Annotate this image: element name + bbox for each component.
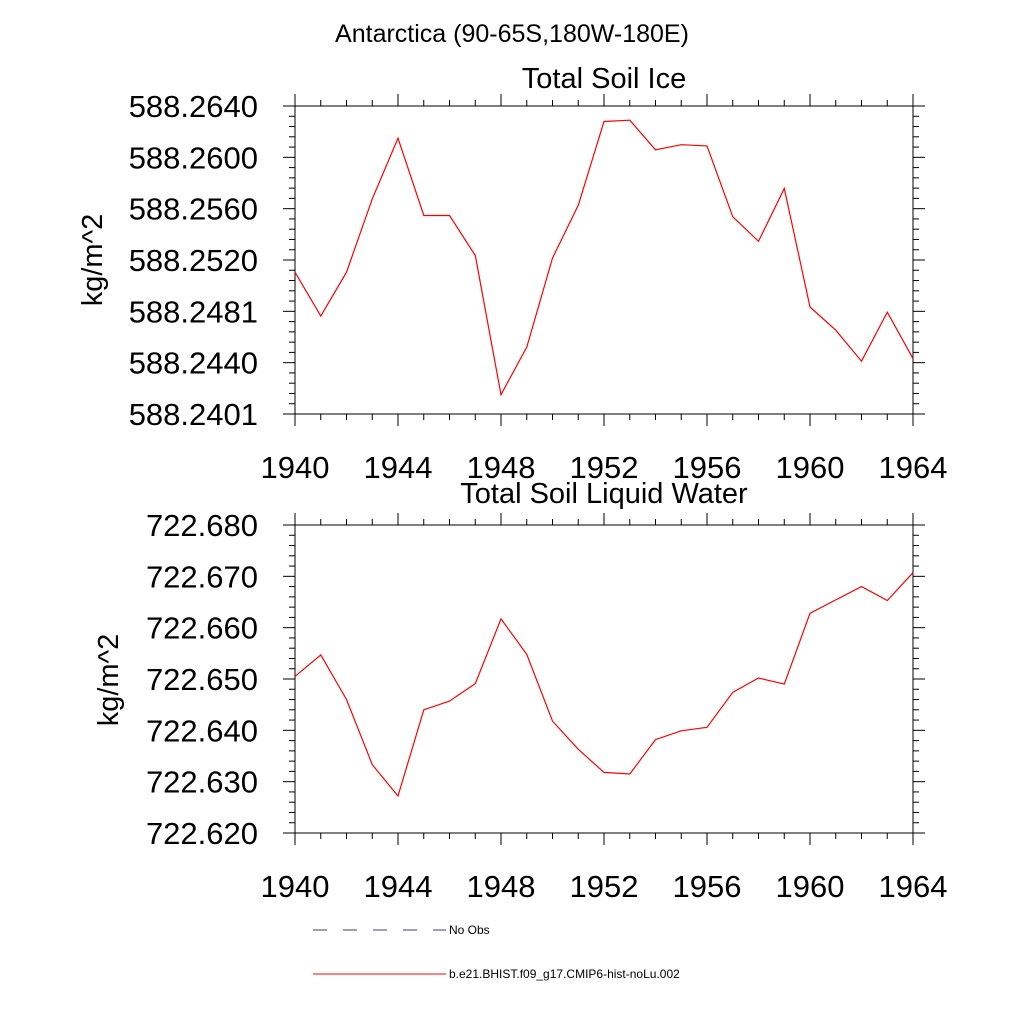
y-tick-label: 722.660 [146,611,258,646]
y-tick-label: 588.2600 [129,140,258,175]
x-tick-label: 1956 [673,869,742,904]
plot-frame [294,524,914,834]
x-tick-label: 1960 [776,450,845,485]
x-tick-label: 1948 [467,450,536,485]
y-tick-label: 588.2440 [129,346,258,381]
x-tick-label: 1956 [673,450,742,485]
x-tick-label: 1964 [879,450,948,485]
y-tick-label: 588.2560 [129,192,258,227]
y-tick-label: 722.640 [146,713,258,748]
region-title: Antarctica (90-65S,180W-180E) [335,20,689,48]
series-line [294,572,914,798]
y-tick-label: 722.650 [146,662,258,697]
x-tick-label: 1960 [776,869,845,904]
plot-frame [294,105,914,415]
x-tick-label: 1952 [570,450,639,485]
chart-title: Total Soil Liquid Water [460,478,748,510]
legend: No Obs b.e21.BHIST.f09_g17.CMIP6-hist-noL… [313,923,680,981]
x-tick-label: 1940 [261,869,330,904]
chart-panel-2: Total Soil Liquid Water kg/m^2 1940 1944 194… [93,478,947,904]
x-tick-label: 1940 [261,450,330,485]
x-tick-label: 1944 [364,450,433,485]
y-tick-label: 588.2520 [129,243,258,278]
y-axis-label: kg/m^2 [77,214,109,307]
legend-label-1: No Obs [449,923,490,937]
x-tick-label: 1952 [570,869,639,904]
y-tick-label: 722.630 [146,765,258,800]
y-tick-label: 588.2640 [129,89,258,124]
series-line [294,119,914,397]
chart-panel-1: Total Soil Ice kg/m^2 1940 1944 1948 1952 1956… [77,63,947,485]
y-axis-label: kg/m^2 [93,634,125,727]
y-tick-label: 722.620 [146,816,258,851]
x-tick-label: 1964 [879,869,948,904]
x-tick-label: 1948 [467,869,536,904]
x-tick-label: 1944 [364,869,433,904]
y-tick-label: 588.2401 [129,397,258,432]
chart-title: Total Soil Ice [522,63,686,95]
y-tick-label: 722.670 [146,559,258,594]
y-tick-label: 588.2481 [129,294,258,329]
y-tick-label: 722.680 [146,508,258,543]
legend-label-2: b.e21.BHIST.f09_g17.CMIP6-hist-noLu.002 [449,967,680,981]
